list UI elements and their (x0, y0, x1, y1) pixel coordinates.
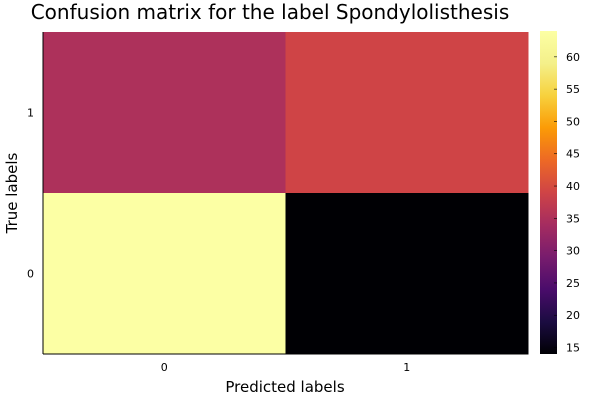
y-tick-label: 1 (27, 107, 34, 120)
colorbar-tick-label: 25 (566, 277, 580, 290)
colorbar-tick-label: 50 (566, 115, 580, 128)
colorbar-ticks: 15 20 25 30 35 40 45 50 55 60 (554, 51, 580, 355)
colorbar-tick-label: 45 (566, 148, 580, 161)
y-tick-labels: 01 (27, 107, 34, 281)
heatmap-cells (43, 32, 529, 355)
x-axis-label: Predicted labels (225, 378, 344, 396)
colorbar-tick-label: 30 (566, 245, 580, 258)
colorbar (540, 31, 557, 354)
heatmap-cell (43, 32, 286, 194)
chart-title: Confusion matrix for the label Spondylol… (31, 0, 510, 24)
heatmap-cell (43, 193, 286, 355)
y-tick-label: 0 (27, 268, 34, 281)
x-tick-label: 0 (161, 361, 168, 374)
colorbar-tick-label: 55 (566, 83, 580, 96)
y-axis-label: True labels (3, 152, 21, 234)
colorbar-tick-label: 20 (566, 309, 580, 322)
x-tick-label: 1 (403, 361, 410, 374)
plot-axes (42, 32, 528, 355)
heatmap-cell (285, 32, 529, 194)
colorbar-tick-label: 15 (566, 342, 580, 355)
colorbar-tick-label: 35 (566, 212, 580, 225)
colorbar-tick-label: 60 (566, 51, 580, 64)
heatmap-cell (285, 193, 529, 355)
colorbar-tick-label: 40 (566, 180, 580, 193)
